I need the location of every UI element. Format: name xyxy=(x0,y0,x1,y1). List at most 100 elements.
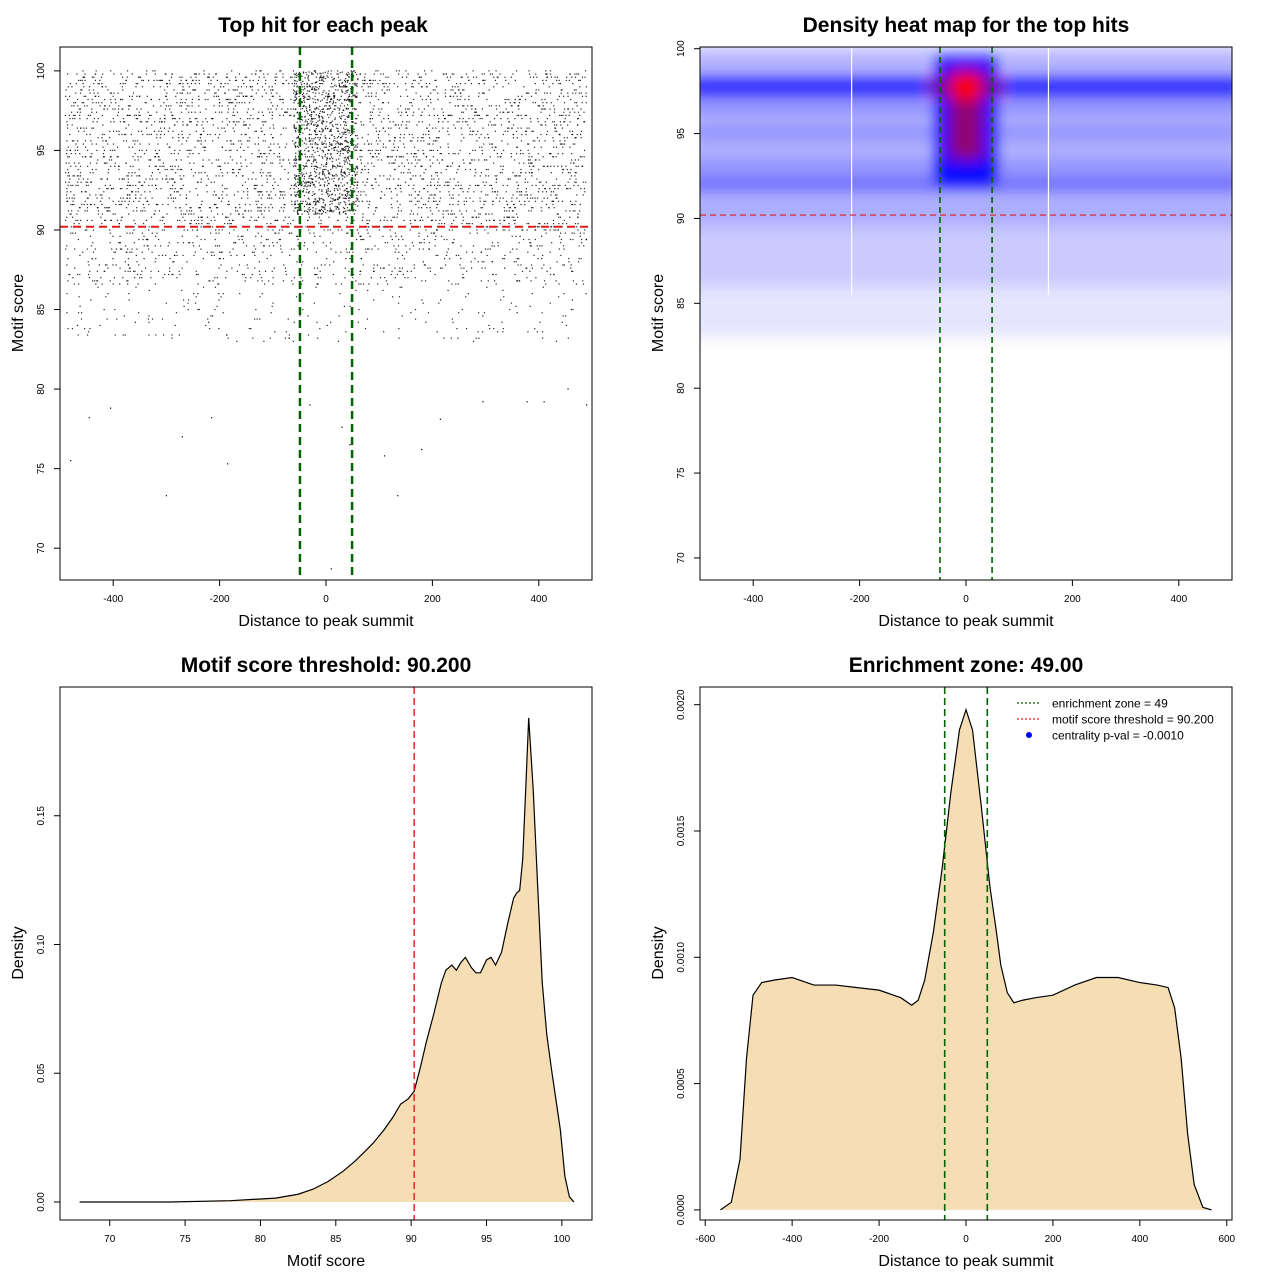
scatter-point xyxy=(345,133,347,136)
scatter-point xyxy=(546,76,548,78)
scatter-point xyxy=(550,165,552,167)
scatter-point xyxy=(341,194,343,196)
scatter-point xyxy=(101,114,103,117)
scatter-point xyxy=(383,117,385,120)
scatter-point xyxy=(525,188,527,190)
scatter-point xyxy=(200,203,202,206)
scatter-point xyxy=(348,194,351,196)
scatter-point xyxy=(516,146,518,148)
scatter-point xyxy=(72,117,74,120)
scatter-point xyxy=(122,334,124,336)
scatter-point xyxy=(419,95,422,97)
scatter-point xyxy=(101,203,103,206)
scatter-point xyxy=(343,160,345,162)
scatter-point xyxy=(97,213,100,215)
scatter-point xyxy=(552,223,555,225)
scatter-point xyxy=(369,149,371,152)
scatter-point xyxy=(355,165,357,167)
scatter-point xyxy=(69,117,71,120)
scatter-point xyxy=(331,200,333,202)
scatter-point xyxy=(564,121,566,123)
scatter-point xyxy=(564,184,566,187)
scatter-point xyxy=(189,133,191,136)
scatter-point xyxy=(467,223,469,225)
scatter-point xyxy=(135,184,137,187)
scatter-point xyxy=(125,79,127,82)
scatter-point xyxy=(147,79,150,82)
scatter-point xyxy=(128,124,130,126)
scatter-point xyxy=(505,108,507,110)
scatter-point xyxy=(270,108,272,110)
scatter-point xyxy=(221,213,224,215)
scatter-point xyxy=(328,216,330,218)
scatter-point xyxy=(107,293,109,295)
scatter-point xyxy=(288,82,290,85)
scatter-point xyxy=(190,213,192,215)
scatter-point xyxy=(325,77,327,80)
scatter-point xyxy=(332,92,334,94)
scatter-point xyxy=(256,82,259,85)
scatter-point xyxy=(534,229,537,231)
scatter-point xyxy=(134,114,136,117)
scatter-point xyxy=(377,159,379,161)
scatter-point xyxy=(465,197,467,199)
scatter-point xyxy=(329,190,331,193)
scatter-point xyxy=(366,318,369,320)
scatter-point xyxy=(543,280,546,282)
scatter-point xyxy=(414,79,416,82)
scatter-point xyxy=(301,119,303,121)
scatter-point xyxy=(398,70,400,72)
scatter-point xyxy=(284,267,287,269)
scatter-point xyxy=(162,162,165,164)
scatter-point xyxy=(393,178,395,180)
scatter-point xyxy=(265,238,268,241)
scatter-point xyxy=(549,302,551,304)
scatter-point xyxy=(481,331,484,333)
scatter-point xyxy=(83,95,85,97)
scatter-point xyxy=(318,92,320,94)
scatter-point xyxy=(94,248,96,250)
scatter-point xyxy=(236,102,238,104)
scatter-point xyxy=(398,251,400,253)
scatter-point xyxy=(205,117,207,120)
scatter-point xyxy=(139,181,141,183)
scatter-point xyxy=(511,235,513,237)
scatter-point xyxy=(297,135,299,137)
scatter-point xyxy=(559,82,562,85)
scatter-point xyxy=(118,203,120,206)
scatter-point xyxy=(322,173,324,175)
scatter-point xyxy=(82,251,84,253)
scatter-point xyxy=(343,115,345,117)
scatter-point xyxy=(367,133,369,136)
scatter-point xyxy=(353,146,355,148)
scatter-point xyxy=(316,147,318,149)
scatter-point xyxy=(69,95,71,97)
scatter-point xyxy=(148,226,150,228)
scatter-point xyxy=(478,92,480,94)
scatter-point xyxy=(301,89,303,91)
scatter-point xyxy=(327,195,330,198)
scatter-point xyxy=(70,165,72,167)
scatter-point xyxy=(518,162,520,164)
scatter-point xyxy=(403,172,405,174)
scatter-point xyxy=(261,156,263,158)
scatter-point xyxy=(134,143,136,145)
scatter-point xyxy=(71,210,73,212)
scatter-point xyxy=(369,117,371,120)
scatter-point xyxy=(409,178,412,180)
scatter-point xyxy=(428,124,431,126)
scatter-point xyxy=(339,133,341,135)
scatter-point xyxy=(559,121,561,123)
scatter-point xyxy=(582,181,584,183)
scatter-point xyxy=(209,280,211,282)
scatter-point xyxy=(295,82,298,85)
scatter-point xyxy=(313,111,315,113)
scatter-point xyxy=(555,197,557,199)
scatter-point xyxy=(288,216,290,218)
scatter-point xyxy=(214,203,216,206)
scatter-point xyxy=(238,264,241,266)
scatter-point xyxy=(484,229,486,231)
scatter-point xyxy=(87,149,89,152)
scatter-point xyxy=(306,248,309,250)
scatter-point xyxy=(260,197,262,199)
